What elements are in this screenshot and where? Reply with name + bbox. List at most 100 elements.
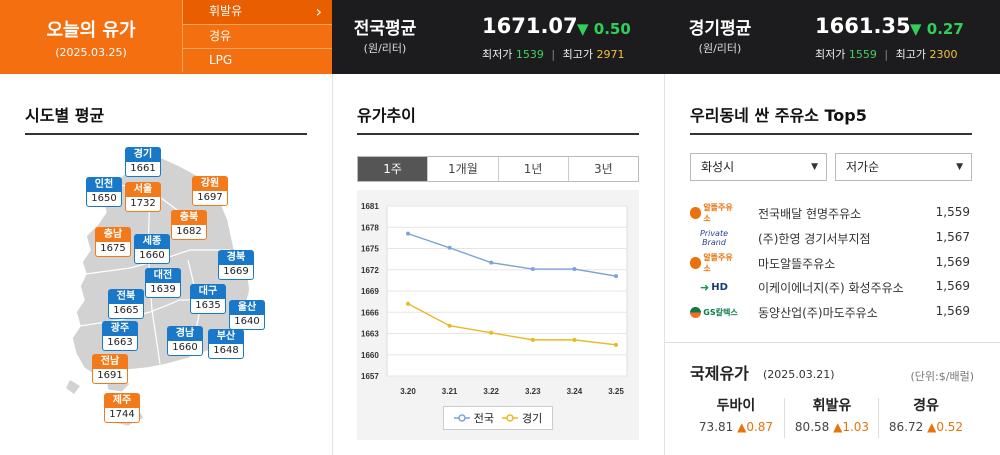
region-select-value: 화성시 xyxy=(701,160,735,174)
intl-date: (2025.03.21) xyxy=(763,368,835,381)
legend-label: 경기 xyxy=(522,412,543,425)
legend-item-gyeonggi[interactable]: 경기 xyxy=(502,410,542,426)
region-marker-gangwon[interactable]: 강원 1697 xyxy=(192,176,228,206)
y-tick-label: 1660 xyxy=(361,351,379,360)
region-marker-incheon[interactable]: 인천 1650 xyxy=(86,177,122,207)
intl-title: 국제유가 xyxy=(690,364,749,383)
region-marker-jeju[interactable]: 제주 1744 xyxy=(104,393,140,423)
fuel-tab-diesel[interactable]: 경유 xyxy=(182,24,332,48)
region-marker-gyeongnam[interactable]: 경남 1660 xyxy=(167,326,203,356)
x-tick-label: 3.20 xyxy=(400,387,416,396)
region-marker-daegu[interactable]: 대구 1635 xyxy=(190,284,226,314)
station-item[interactable]: ➜ HD 이케이에너지(주) 화성주유소 1,569 xyxy=(690,276,970,298)
data-point xyxy=(572,337,577,342)
intl-item-change: ▲0.87 xyxy=(737,420,774,434)
x-tick-label: 3.24 xyxy=(567,387,583,396)
region-name: 제주 xyxy=(104,393,140,408)
fuel-tab-label: 경유 xyxy=(209,29,232,43)
stations-title: 우리동네 싼 주유소 Top5 xyxy=(690,106,867,125)
chart-legend: 전국 경기 xyxy=(443,406,553,430)
trend-title: 유가추이 xyxy=(357,106,416,125)
region-select[interactable]: 화성시 ▼ xyxy=(690,153,827,181)
region-marker-gyeonggi[interactable]: 경기 1661 xyxy=(125,147,161,177)
min-label: 최저가 xyxy=(815,48,846,61)
gyeonggi-average: 경기평균 (원/리터) 1661.35 ▼ 0.27 최저가 1559 | 최고… xyxy=(680,0,980,74)
region-value: 1682 xyxy=(171,225,207,240)
min-label: 최저가 xyxy=(482,48,513,61)
intl-item-name: 두바이 xyxy=(716,398,756,414)
gyeonggi-min-max: 최저가 1559 | 최고가 2300 xyxy=(815,46,957,62)
series-line-1 xyxy=(407,303,617,346)
station-item[interactable]: Private Brand (주)한영 경기서부지점 1,567 xyxy=(690,227,970,249)
private-brand-logo-icon: Private Brand xyxy=(699,229,729,247)
national-label: 전국평균 xyxy=(353,19,417,39)
region-marker-jeonbuk[interactable]: 전북 1665 xyxy=(108,289,144,319)
station-item[interactable]: 알뜰주유소 전국배달 현명주유소 1,559 xyxy=(690,202,970,224)
gyeonggi-price: 1661.35 xyxy=(815,14,911,38)
intl-item-value: 73.81 xyxy=(698,420,734,434)
x-tick-label: 3.21 xyxy=(442,387,458,396)
data-point xyxy=(572,267,577,272)
region-marker-chungbuk[interactable]: 충북 1682 xyxy=(171,210,207,240)
tab-1month[interactable]: 1개월 xyxy=(427,157,498,181)
station-price: 1,569 xyxy=(935,279,970,293)
region-value: 1732 xyxy=(125,197,161,212)
legend-marker-icon xyxy=(502,414,518,422)
region-value: 1744 xyxy=(104,408,140,423)
region-name: 강원 xyxy=(192,176,228,191)
region-marker-gwangju[interactable]: 광주 1663 xyxy=(102,321,138,351)
item-divider xyxy=(878,398,879,438)
tab-3year[interactable]: 3년 xyxy=(567,157,638,181)
intl-item-name: 경유 xyxy=(913,398,939,414)
region-name: 충북 xyxy=(171,210,207,225)
sort-select[interactable]: 저가순 ▼ xyxy=(835,153,972,181)
fuel-tab-lpg[interactable]: LPG xyxy=(182,48,332,72)
y-tick-label: 1672 xyxy=(361,266,379,275)
intl-item-change: ▲1.03 xyxy=(833,420,870,434)
intl-item-name: 휘발유 xyxy=(812,398,852,414)
region-marker-busan[interactable]: 부산 1648 xyxy=(208,329,244,359)
altteul-logo-icon: 알뜰주유소 xyxy=(690,252,738,274)
gyeonggi-unit: (원/리터) xyxy=(698,42,742,55)
region-marker-jeonnam[interactable]: 전남 1691 xyxy=(92,354,128,384)
data-point xyxy=(406,301,410,306)
intl-item-values: 80.58 ▲1.03 xyxy=(786,420,878,434)
region-marker-chungnam[interactable]: 충남 1675 xyxy=(95,227,131,257)
data-point xyxy=(447,245,452,250)
intl-item-dubai: 두바이 73.81 ▲0.87 xyxy=(690,395,782,434)
fuel-tab-gasoline[interactable]: 휘발유 › xyxy=(182,0,332,24)
fuel-tab-label: 휘발유 xyxy=(209,4,243,18)
region-value: 1661 xyxy=(125,162,161,177)
item-divider xyxy=(784,398,785,438)
intl-item-change: ▲0.52 xyxy=(927,420,964,434)
region-marker-seoul[interactable]: 서울 1732 xyxy=(125,182,161,212)
region-marker-gyeongbuk[interactable]: 경북 1669 xyxy=(218,250,254,280)
region-marker-ulsan[interactable]: 울산 1640 xyxy=(229,300,265,330)
intl-unit: (단위:$/배럴) xyxy=(910,370,974,383)
y-tick-label: 1663 xyxy=(361,330,379,339)
data-point xyxy=(447,323,452,328)
tab-1year[interactable]: 1년 xyxy=(497,157,568,181)
station-name: 마도알뜰주유소 xyxy=(758,257,836,271)
legend-item-national[interactable]: 전국 xyxy=(453,410,494,426)
max-value: 2971 xyxy=(596,48,625,61)
intl-item-value: 86.72 xyxy=(888,420,924,434)
region-name: 광주 xyxy=(102,321,138,336)
tab-1week[interactable]: 1주 xyxy=(358,157,428,181)
region-name: 인천 xyxy=(86,177,122,192)
region-marker-sejong[interactable]: 세종 1660 xyxy=(134,234,170,264)
y-tick-label: 1681 xyxy=(361,202,379,211)
region-value: 1675 xyxy=(95,242,131,257)
region-name: 전북 xyxy=(108,289,144,304)
section-underline xyxy=(690,133,972,135)
station-item[interactable]: 알뜰주유소 마도알뜰주유소 1,569 xyxy=(690,252,970,274)
region-marker-daejeon[interactable]: 대전 1639 xyxy=(145,268,181,298)
intl-item-values: 86.72 ▲0.52 xyxy=(880,420,972,434)
chevron-right-icon: › xyxy=(315,2,322,21)
separator: | xyxy=(551,48,556,61)
station-item[interactable]: GS칼텍스 동양산업(주)마도주유소 1,569 xyxy=(690,301,970,323)
section-divider xyxy=(665,342,1000,343)
section-underline xyxy=(357,133,639,135)
region-value: 1640 xyxy=(229,315,265,330)
data-point xyxy=(530,337,535,342)
